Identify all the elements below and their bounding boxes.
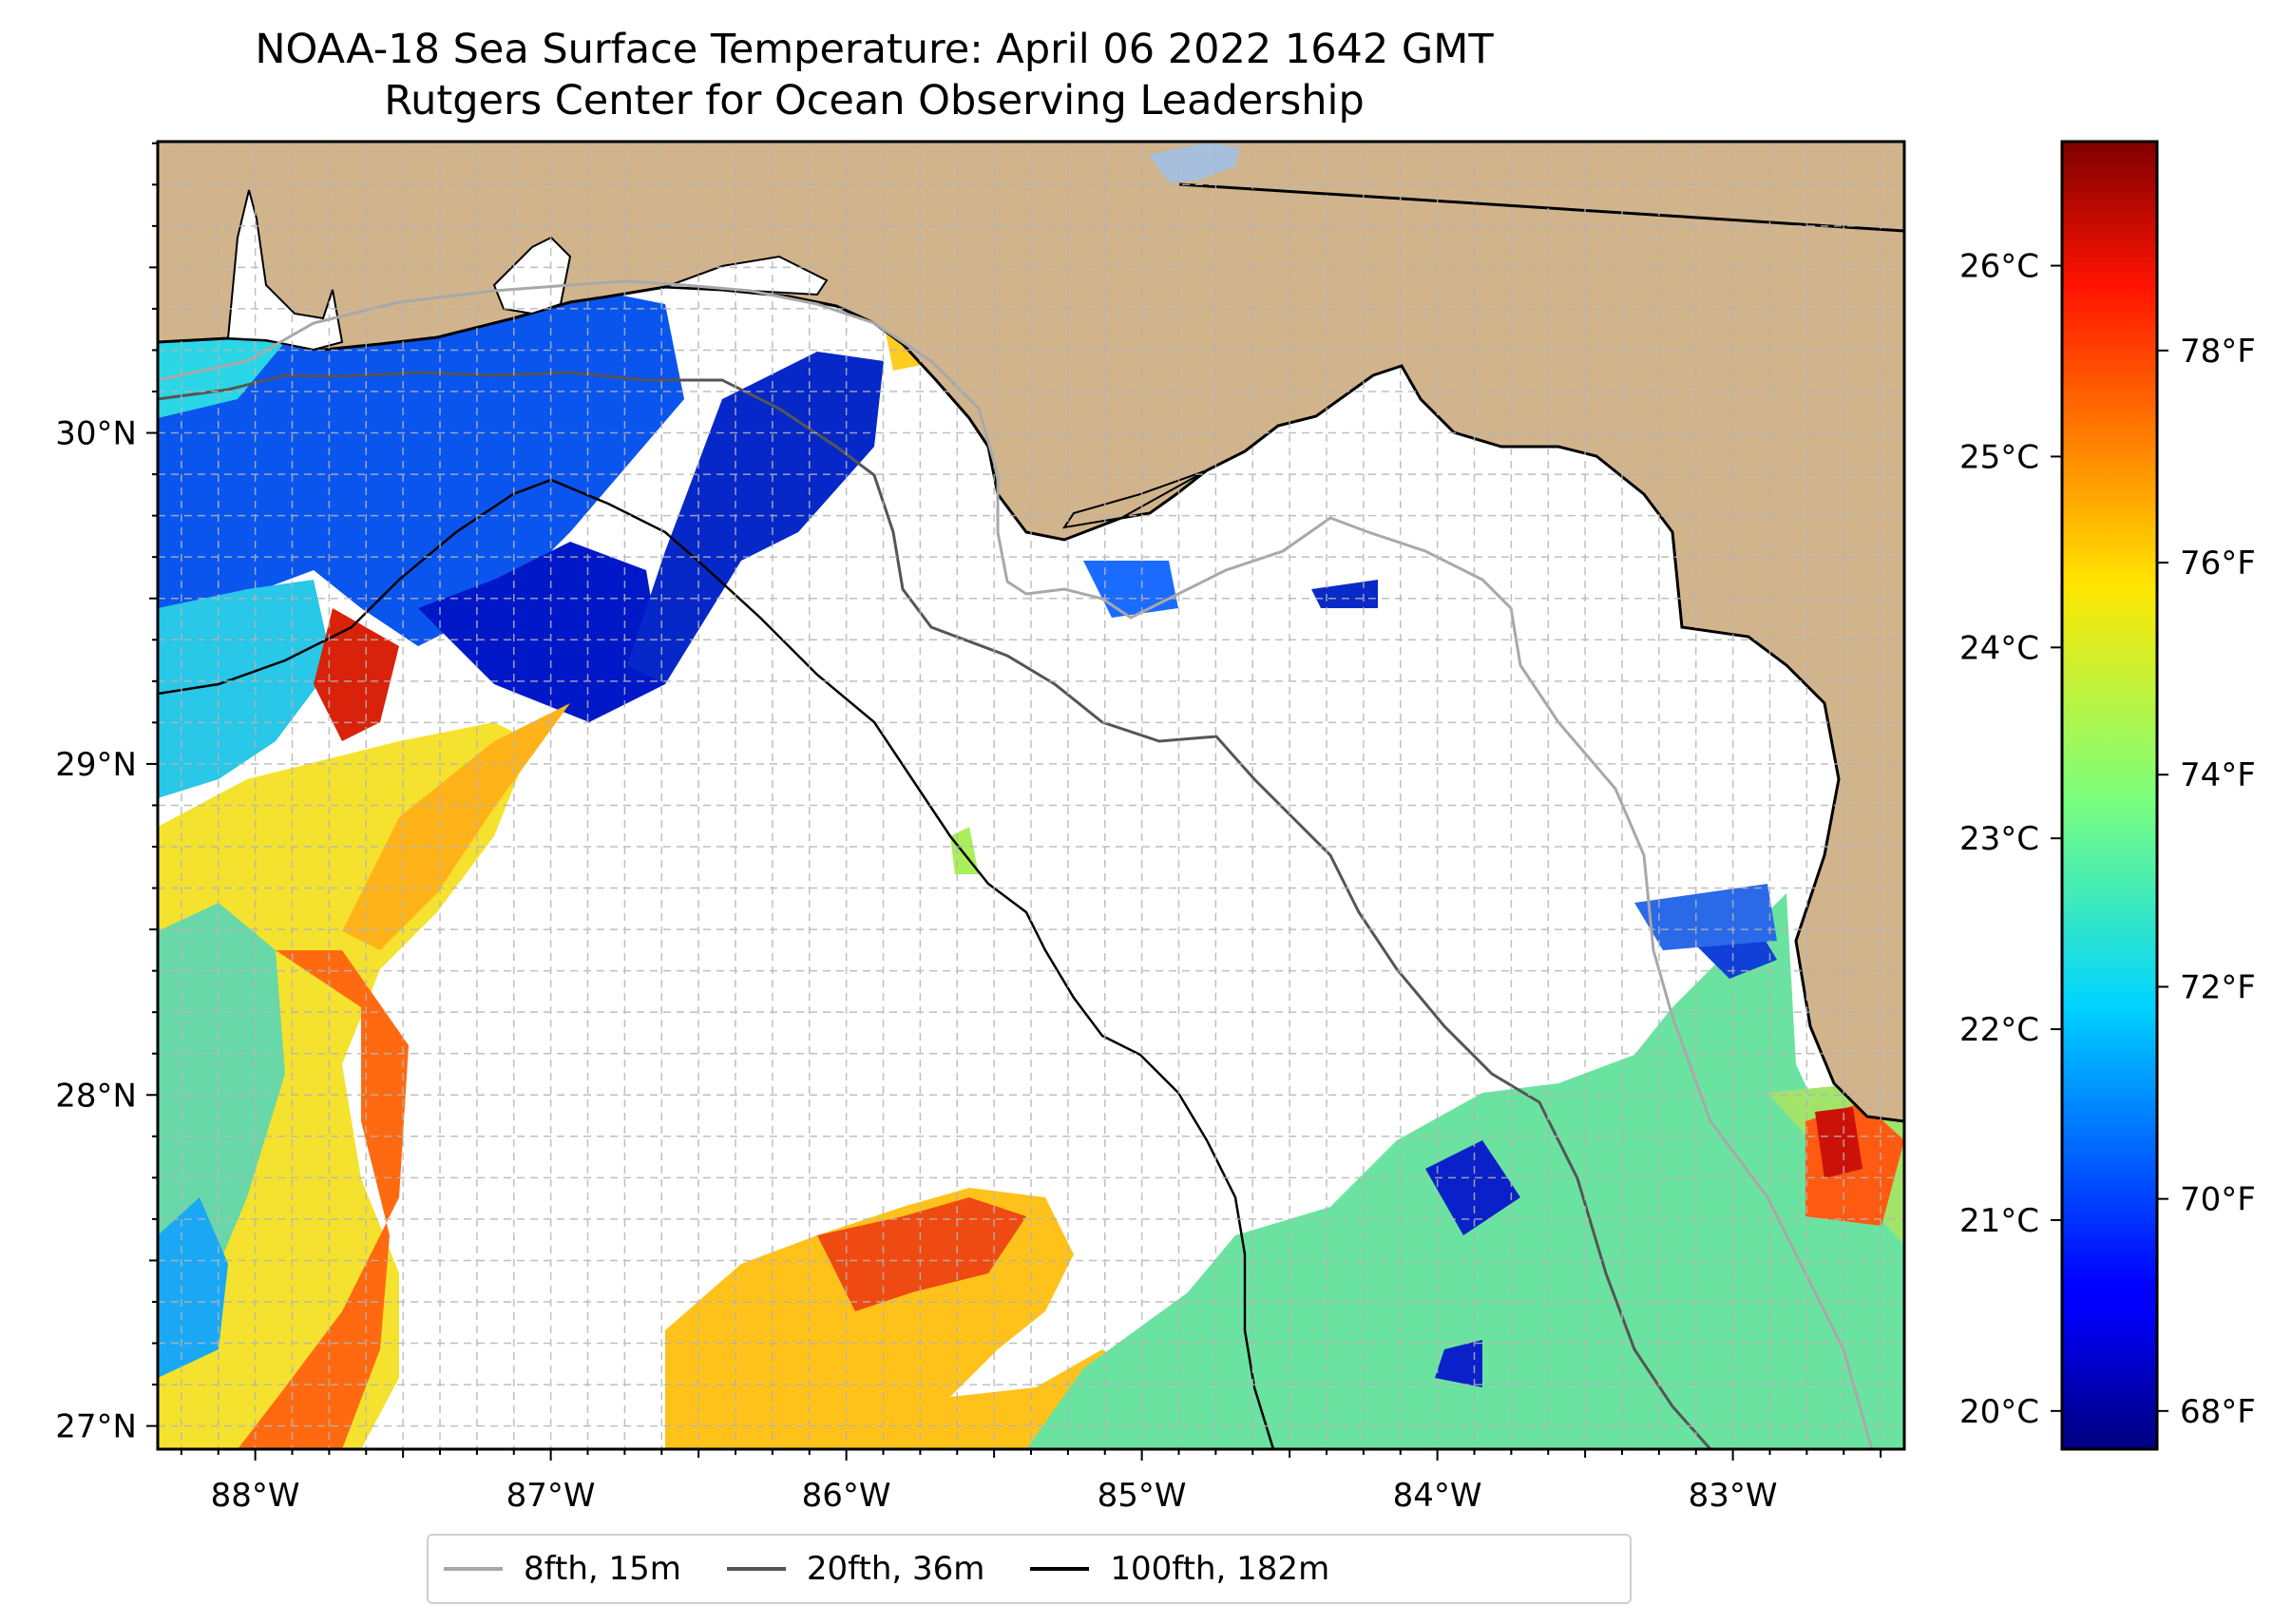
lon-tick-label: 84°W (1393, 1477, 1482, 1515)
colorbar-fahrenheit-ticks: 68°F 70°F 72°F 74°F 76°F 78°F (2157, 333, 2256, 1431)
legend-line-20fth (726, 1567, 786, 1571)
sst-blue-band-se (1634, 884, 1777, 950)
lon-tick-label: 87°W (506, 1477, 596, 1515)
mobile-bay (226, 189, 344, 352)
lon-tick-label: 83°W (1689, 1477, 1778, 1515)
lon-tick-label: 86°W (802, 1477, 891, 1515)
sst-orange-red-patch-south (817, 1197, 1026, 1311)
legend-label-8fth: 8fth, 15m (524, 1550, 681, 1588)
celsius-tick-label: 21°C (1959, 1202, 2039, 1240)
state-border-line (1178, 182, 1904, 233)
lat-tick-label: 29°N (55, 746, 137, 784)
map-subtitle: Rutgers Center for Ocean Observing Leade… (384, 77, 1365, 124)
fahrenheit-tick-label: 78°F (2180, 333, 2256, 371)
lat-tick-label: 28°N (55, 1077, 137, 1115)
celsius-tick-label: 25°C (1959, 438, 2039, 476)
legend-item-8fth: 8fth, 15m (444, 1550, 681, 1588)
celsius-tick-label: 22°C (1959, 1011, 2039, 1049)
colorbar-celsius-ticks: 20°C 21°C 22°C 23°C 24°C 25°C 26°C (1959, 248, 2062, 1431)
sst-warm-swath-west (158, 722, 532, 1449)
legend-item-20fth: 20fth, 36m (726, 1550, 985, 1588)
legend-line-100fth (1030, 1567, 1090, 1571)
lake-seminole (1149, 143, 1240, 182)
fahrenheit-tick-label: 76°F (2180, 545, 2256, 583)
barrier-island (1061, 469, 1208, 529)
celsius-tick-label: 26°C (1959, 248, 2039, 286)
fahrenheit-tick-label: 72°F (2180, 968, 2256, 1006)
map-title: NOAA-18 Sea Surface Temperature: April 0… (255, 26, 1494, 73)
sst-blue-patch (418, 542, 665, 722)
lon-tick-label: 85°W (1098, 1477, 1187, 1515)
sst-red-coastal-se (1815, 1107, 1862, 1178)
map-area (158, 142, 1904, 1449)
sst-blue-southwest (158, 1197, 228, 1378)
legend-label-100fth: 100fth, 182m (1110, 1550, 1330, 1588)
sst-small-patch-1 (1311, 580, 1378, 608)
sst-blue-dot-se1 (1425, 1140, 1520, 1235)
fahrenheit-tick-label: 68°F (2180, 1393, 2256, 1431)
contour-8fth-15m (158, 279, 1874, 1449)
colorbar (2060, 140, 2159, 1451)
contour-20fth-36m (158, 371, 1712, 1449)
celsius-tick-label: 24°C (1959, 629, 2039, 667)
fahrenheit-tick-label: 70°F (2180, 1181, 2256, 1219)
fahrenheit-tick-label: 74°F (2180, 756, 2256, 794)
latitude-axis: 27°N 28°N 29°N 30°N (55, 142, 158, 1446)
map-gridlines (158, 142, 1904, 1449)
lat-tick-label: 30°N (55, 415, 137, 453)
longitude-axis: 88°W 87°W 86°W 85°W 84°W 83°W (180, 1449, 1882, 1515)
sst-red-patch-west (314, 608, 399, 741)
sst-cyan-patch (158, 580, 333, 798)
contour-legend: 8fth, 15m 20fth, 36m 100fth, 182m (427, 1534, 1632, 1604)
lon-tick-label: 88°W (211, 1477, 300, 1515)
celsius-tick-label: 20°C (1959, 1393, 2039, 1431)
sst-warm-swath-south (665, 1188, 1159, 1449)
legend-label-20fth: 20fth, 36m (806, 1550, 985, 1588)
legend-item-100fth: 100fth, 182m (1030, 1550, 1329, 1588)
sst-blue-dot-se2 (1435, 1340, 1482, 1387)
lat-tick-label: 27°N (55, 1408, 137, 1446)
legend-line-8fth (444, 1567, 503, 1571)
celsius-tick-label: 23°C (1959, 820, 2039, 858)
